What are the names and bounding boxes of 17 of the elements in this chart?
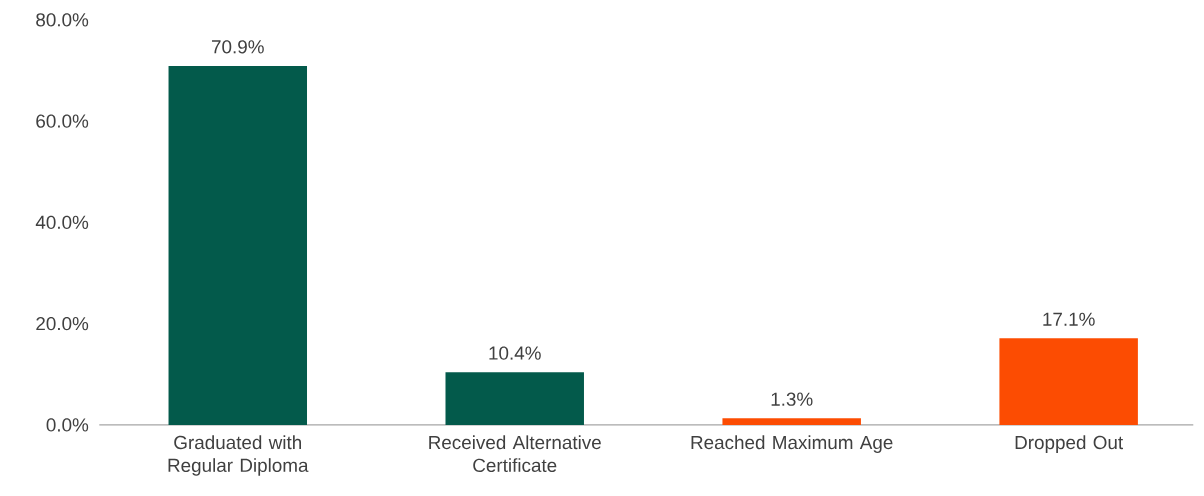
x-tick-label: Reached Maximum Age (691, 435, 893, 453)
data-label: 70.9% (211, 39, 264, 54)
y-tick-label: 0.0% (46, 418, 89, 432)
y-tick-label: 60.0% (36, 114, 89, 128)
x-tick-label: Received Alternative Certificate (429, 435, 601, 472)
x-tick-label: Graduated with Regular Diploma (168, 435, 309, 476)
y-tick-label: 20.0% (36, 316, 89, 331)
bar (722, 418, 861, 425)
data-label: 1.3% (771, 392, 813, 406)
x-tick-label: Dropped Out (1015, 435, 1124, 453)
bar (999, 338, 1138, 425)
data-label: 10.4% (489, 346, 541, 360)
data-label: 17.1% (1043, 312, 1095, 326)
y-tick-label: 80.0% (36, 13, 89, 27)
bar (445, 372, 584, 425)
y-tick-label: 40.0% (35, 215, 89, 229)
bar (168, 65, 308, 425)
